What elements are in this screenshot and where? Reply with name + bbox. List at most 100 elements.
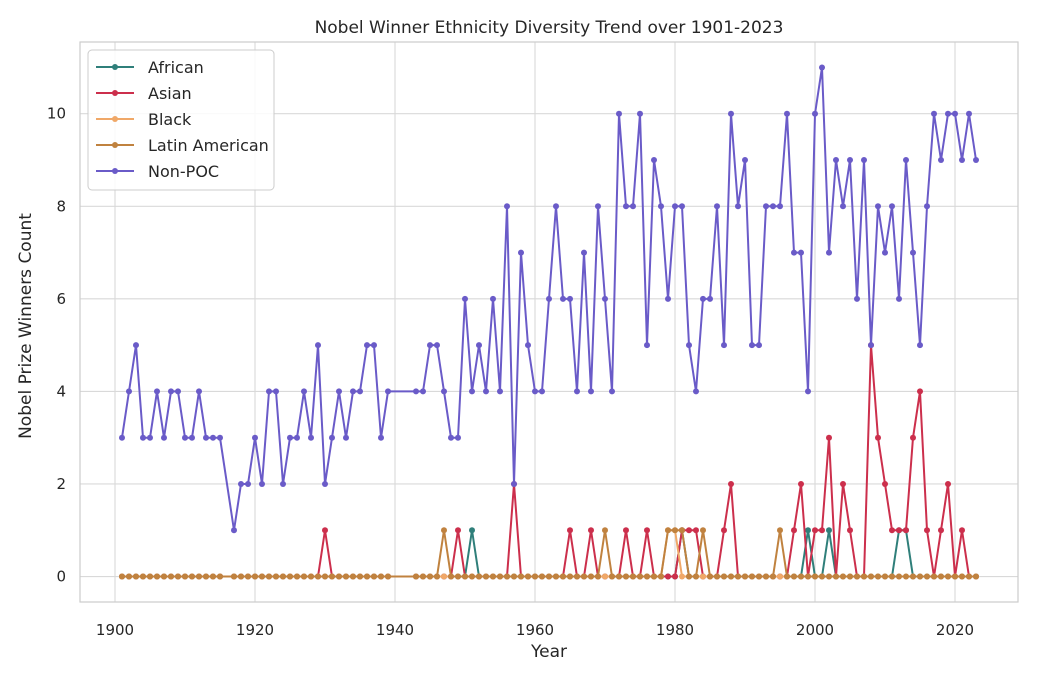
series-layer <box>119 64 979 580</box>
data-point <box>245 480 251 487</box>
data-point <box>889 527 895 534</box>
data-point <box>553 573 559 580</box>
data-point <box>798 480 804 487</box>
data-point <box>917 342 923 349</box>
data-point <box>966 110 972 117</box>
data-point <box>854 295 860 302</box>
data-point <box>623 203 629 210</box>
data-point <box>511 573 517 580</box>
data-point <box>560 573 566 580</box>
data-point <box>567 573 573 580</box>
data-point <box>588 388 594 395</box>
data-point <box>931 573 937 580</box>
x-tick-label: 1920 <box>236 621 274 639</box>
data-point <box>217 434 223 441</box>
data-point <box>945 110 951 117</box>
data-point <box>182 434 188 441</box>
data-point <box>938 157 944 164</box>
data-point <box>266 573 272 580</box>
data-point <box>336 573 342 580</box>
data-point <box>910 573 916 580</box>
data-point <box>469 573 475 580</box>
data-point <box>518 249 524 256</box>
legend-label: Latin American <box>148 136 269 155</box>
data-point <box>427 342 433 349</box>
data-point <box>903 573 909 580</box>
data-point <box>959 157 965 164</box>
data-point <box>294 573 300 580</box>
data-point <box>805 573 811 580</box>
data-point <box>679 203 685 210</box>
data-point <box>497 573 503 580</box>
data-point <box>609 388 615 395</box>
chart-title: Nobel Winner Ethnicity Diversity Trend o… <box>315 18 784 38</box>
data-point <box>784 110 790 117</box>
data-point <box>602 295 608 302</box>
series-line-latin-american <box>122 529 976 578</box>
data-point <box>903 157 909 164</box>
data-point <box>301 388 307 395</box>
data-point <box>819 64 825 71</box>
data-point <box>518 573 524 580</box>
data-point <box>329 434 335 441</box>
data-point <box>238 480 244 487</box>
legend-swatch-marker <box>112 116 118 122</box>
data-point <box>910 434 916 441</box>
data-point <box>308 573 314 580</box>
data-point <box>525 573 531 580</box>
data-point <box>238 573 244 580</box>
data-point <box>413 388 419 395</box>
data-point <box>133 342 139 349</box>
data-point <box>175 388 181 395</box>
y-axis-label: Nobel Prize Winners Count <box>16 213 36 439</box>
data-point <box>420 573 426 580</box>
data-point <box>483 573 489 580</box>
legend-label: Black <box>148 110 192 129</box>
data-point <box>427 573 433 580</box>
data-point <box>581 573 587 580</box>
x-tick-label: 1960 <box>516 621 554 639</box>
data-point <box>742 157 748 164</box>
data-point <box>567 295 573 302</box>
data-point <box>672 203 678 210</box>
data-point <box>511 480 517 487</box>
data-point <box>623 527 629 534</box>
data-point <box>245 573 251 580</box>
data-point <box>693 527 699 534</box>
data-point <box>525 342 531 349</box>
data-point <box>917 573 923 580</box>
data-point <box>707 295 713 302</box>
data-point <box>714 203 720 210</box>
series-line-asian <box>122 344 976 578</box>
data-point <box>749 342 755 349</box>
data-point <box>133 573 139 580</box>
data-point <box>826 249 832 256</box>
data-point <box>343 434 349 441</box>
data-point <box>770 203 776 210</box>
data-point <box>448 573 454 580</box>
data-point <box>770 573 776 580</box>
data-point <box>763 203 769 210</box>
data-point <box>658 203 664 210</box>
data-point <box>371 342 377 349</box>
data-point <box>777 203 783 210</box>
data-point <box>364 342 370 349</box>
data-point <box>434 342 440 349</box>
data-point <box>833 573 839 580</box>
data-point <box>644 527 650 534</box>
x-tick-label: 1900 <box>96 621 134 639</box>
legend-swatch-marker <box>112 64 118 70</box>
data-point <box>791 573 797 580</box>
y-tick-label: 6 <box>56 290 66 308</box>
x-axis-label: Year <box>530 642 567 662</box>
data-point <box>154 388 160 395</box>
data-point <box>119 434 125 441</box>
data-point <box>371 573 377 580</box>
data-point <box>896 295 902 302</box>
data-point <box>840 203 846 210</box>
data-point <box>287 434 293 441</box>
data-point <box>819 573 825 580</box>
data-point <box>567 527 573 534</box>
legend-item-non-poc: Non-POC <box>96 162 219 181</box>
